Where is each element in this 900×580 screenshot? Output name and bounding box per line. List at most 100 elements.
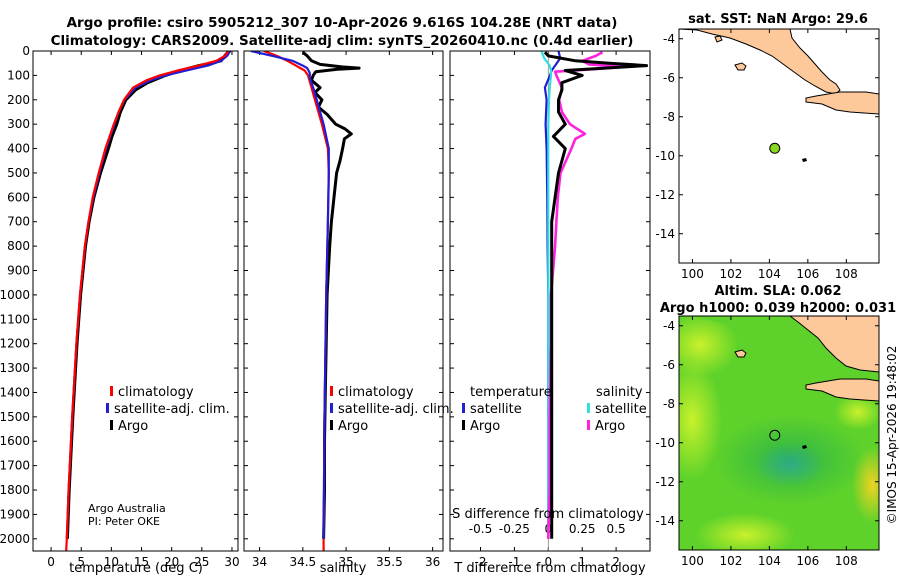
difference-ticks: -2 -1 0 1 2-0.5 -0.25 0 0.25 0.5 — [450, 50, 650, 569]
y-tick-label: 800 — [7, 239, 30, 253]
legend-label-climatology: climatology — [118, 385, 194, 400]
legend-label-temp-argo: Argo — [470, 419, 500, 434]
sla-map-frame — [678, 315, 880, 551]
y-tick-label: 1400 — [0, 385, 30, 399]
y-tick-label: 1900 — [0, 507, 30, 521]
island-enggano — [734, 62, 747, 71]
map-y-tick-label: -8 — [663, 397, 675, 411]
island-enggano — [734, 349, 747, 358]
map-x-tick-label: 106 — [796, 267, 819, 281]
annotation-pi: PI: Peter OKE — [88, 515, 160, 528]
legend-header-temperature: temperature — [470, 385, 552, 400]
legend-swatch-sal-argo — [587, 420, 590, 430]
map-x-tick-label: 106 — [796, 554, 819, 568]
map-x-tick-label: 100 — [681, 554, 704, 568]
y-tick-label: 400 — [7, 142, 30, 156]
x-tick-label: 35 — [338, 555, 353, 569]
salinity-panel: 34 34.5 35 35.5 36 salinity climatology sate… — [243, 50, 454, 576]
annotation-argo-australia: Argo Australia — [88, 502, 166, 515]
sla-field-high-east — [852, 447, 879, 523]
sumatra-land — [679, 316, 840, 381]
x-tick-label: 2 — [612, 555, 620, 569]
y-tick-label: 700 — [7, 215, 30, 229]
y-tick-label: 100 — [7, 68, 30, 82]
series-line-climatology — [65, 51, 230, 551]
salinity-legend: climatology satellite-adj. clim. Argo — [330, 385, 454, 434]
secondary-x-tick-label: 0.25 — [569, 522, 596, 536]
temperature-xlabel: temperature (deg C) — [69, 561, 203, 576]
x-tick-label: 36 — [425, 555, 440, 569]
sla-map-field — [679, 316, 879, 550]
title-line-2: Climatology: CARS2009. Satellite-adj cli… — [51, 33, 634, 49]
x-tick-label: 25 — [194, 555, 209, 569]
y-tick-label: 1800 — [0, 483, 30, 497]
sla-map-float-marker — [769, 429, 781, 441]
salinity-lines — [250, 51, 361, 551]
x-tick-label: -2 — [475, 555, 487, 569]
christmas-island — [802, 445, 807, 449]
title-line-1: Argo profile: csiro 5905212_307 10-Apr-2… — [67, 15, 618, 31]
y-tick-label: 1200 — [0, 337, 30, 351]
x-tick-label: 15 — [134, 555, 149, 569]
difference-lines — [540, 51, 649, 551]
y-tick-label: 900 — [7, 264, 30, 278]
map-y-tick-label: -12 — [655, 188, 675, 202]
legend-swatch-satellite-adj — [106, 403, 109, 413]
legend-label-climatology: climatology — [338, 385, 414, 400]
legend-label-argo: Argo — [118, 419, 148, 434]
legend-swatch-sal-satellite — [587, 403, 590, 413]
map-y-tick-label: -6 — [663, 358, 675, 372]
legend-label-sal-argo: Argo — [595, 419, 625, 434]
y-tick-label: 1600 — [0, 434, 30, 448]
sla-map-title-1: Altim. SLA: 0.062 — [715, 284, 842, 299]
legend-swatch-climatology — [110, 386, 113, 396]
map-y-tick-label: -10 — [655, 436, 675, 450]
temperature-axes-frame — [32, 50, 239, 552]
map-y-tick-label: -4 — [663, 32, 675, 46]
map-y-tick-label: -10 — [655, 149, 675, 163]
sumatra-land — [679, 29, 841, 95]
map-y-tick-label: -8 — [663, 110, 675, 124]
y-tick-label: 1000 — [0, 288, 30, 302]
series-line-temperature-argo — [543, 51, 649, 539]
x-tick-label: 10 — [104, 555, 119, 569]
legend-swatch-argo — [110, 420, 113, 430]
temperature-panel: 0 5 10 15 20 25 300100200300400500600700800900… — [0, 44, 240, 576]
map-x-tick-label: 108 — [835, 554, 858, 568]
y-tick-label: 200 — [7, 93, 30, 107]
map-x-tick-label: 108 — [835, 267, 858, 281]
map-x-tick-label: 102 — [719, 554, 742, 568]
x-tick-label: 5 — [77, 555, 85, 569]
sla-map-title-2: Argo h1000: 0.039 h2000: 0.031 — [660, 301, 896, 316]
y-tick-label: 300 — [7, 117, 30, 131]
sst-map-land — [679, 29, 879, 162]
y-tick-label: 500 — [7, 166, 30, 180]
sla-field-high-west — [679, 360, 722, 480]
y-tick-label: 1500 — [0, 410, 30, 424]
map-y-tick-label: -14 — [655, 227, 675, 241]
legend-label-satellite-adj: satellite-adj. clim. — [338, 402, 454, 417]
sla-field-high-north-east — [834, 394, 879, 430]
legend-swatch-satellite-adj — [330, 403, 333, 413]
sst-map-float-marker — [769, 142, 781, 154]
map-x-tick-label: 104 — [758, 267, 781, 281]
salinity-ticks: 34 34.5 35 35.5 36 — [244, 50, 443, 569]
difference-xlabel: T difference from climatology — [453, 561, 646, 576]
secondary-x-tick-label: -0.5 — [469, 522, 492, 536]
y-tick-label: 1300 — [0, 361, 30, 375]
temperature-lines — [65, 51, 232, 551]
legend-swatch-climatology — [330, 386, 333, 396]
sla-map-ticks: 100 102 104 106 108 -4 -6 -8 -10 -12 -14 — [655, 316, 879, 568]
series-line-argo — [65, 51, 229, 539]
y-tick-label: 0 — [22, 44, 30, 58]
legend-label-argo: Argo — [338, 419, 368, 434]
temperature-legend: climatology satellite-adj. clim. Argo — [106, 385, 230, 434]
sst-map-frame — [678, 28, 880, 264]
x-tick-label: 0 — [544, 555, 552, 569]
difference-panel: -2 -1 0 1 2-0.5 -0.25 0 0.25 0.5 T difference fr… — [449, 50, 651, 576]
sst-map-panel: sat. SST: NaN Argo: 29.6 100 102 104 106 108… — [655, 12, 880, 281]
sst-map-title: sat. SST: NaN Argo: 29.6 — [688, 12, 868, 27]
series-line-salinity-satellite — [540, 51, 553, 539]
salinity-axes-frame — [243, 50, 444, 552]
map-y-tick-label: -14 — [655, 514, 675, 528]
